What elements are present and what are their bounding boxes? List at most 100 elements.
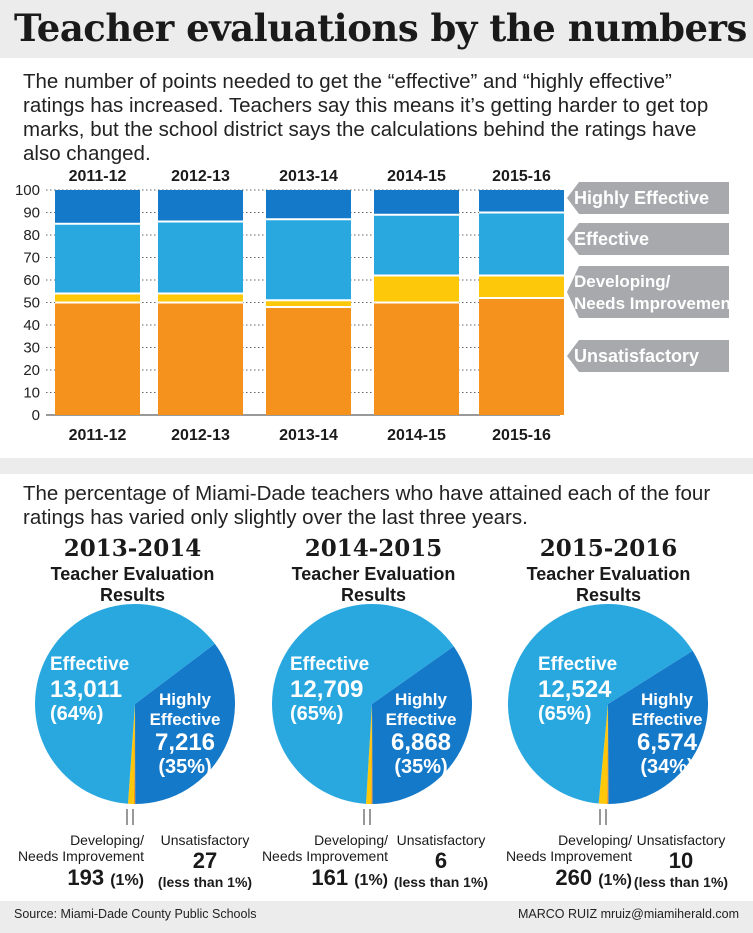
slice-effective bbox=[35, 604, 215, 804]
slice-percent: (65%) bbox=[538, 703, 592, 725]
pie-year: 2015-2016 bbox=[539, 535, 678, 562]
legend-tag bbox=[567, 266, 729, 318]
highly-effective-label: Highly Effective 6,574 (34%) bbox=[622, 690, 712, 780]
bar-segment-developing bbox=[158, 293, 243, 303]
developing-value: 260 bbox=[555, 865, 593, 890]
pie-subtitle: Teacher Evaluation bbox=[291, 564, 456, 584]
pie-year: 2014-2015 bbox=[304, 535, 443, 562]
bar-segment-unsatisfactory bbox=[266, 307, 351, 415]
pie-subtitle: Teacher Evaluation bbox=[50, 564, 215, 584]
pie-title: 2015-2016 Teacher Evaluation Results bbox=[511, 534, 706, 606]
slice-developing bbox=[366, 704, 372, 804]
bar-segment-developing bbox=[374, 275, 459, 303]
unsatisfactory-percent: (less than 1%) bbox=[393, 874, 489, 890]
pie-year: 2013-2014 bbox=[63, 535, 202, 562]
bar-segment-effective bbox=[55, 223, 140, 294]
developing-value: 193 bbox=[67, 865, 105, 890]
credit-note: MARCO RUIZ mruiz@miamiherald.com bbox=[517, 907, 739, 921]
developing-label: Developing/ Needs Improvement 161 (1%) bbox=[250, 832, 388, 895]
slice-unsatisfactory bbox=[371, 704, 373, 804]
unsatisfactory-name: Unsatisfactory bbox=[160, 832, 250, 848]
bar-segment-unsatisfactory bbox=[479, 298, 564, 415]
legend-label: Highly Effective bbox=[574, 188, 709, 208]
bar-segment-unsatisfactory bbox=[158, 302, 243, 415]
pie-chart bbox=[272, 604, 472, 825]
bar-segment-developing bbox=[266, 300, 351, 307]
slice-highly-effective bbox=[372, 646, 472, 804]
developing-name: Developing/ bbox=[558, 832, 632, 848]
developing-name: Needs Improvement bbox=[505, 848, 632, 864]
x-tick-label-top: 2013-14 bbox=[279, 168, 338, 185]
developing-percent: (1%) bbox=[354, 872, 388, 889]
slice-percent: (35%) bbox=[394, 756, 448, 778]
slice-name: Effective bbox=[149, 710, 221, 729]
slice-developing bbox=[598, 704, 608, 804]
bar-segment-highly-effective bbox=[374, 190, 459, 215]
bar-segment-highly-effective bbox=[479, 190, 564, 213]
pie-chart bbox=[508, 604, 708, 825]
y-tick-label: 20 bbox=[23, 362, 40, 379]
y-tick-label: 30 bbox=[23, 340, 40, 357]
x-tick-label-bottom: 2013-14 bbox=[279, 427, 338, 444]
intro-text: The number of points needed to get the “… bbox=[23, 70, 709, 165]
slice-name: Highly bbox=[159, 690, 211, 709]
bar-segment-unsatisfactory bbox=[374, 302, 459, 415]
unsatisfactory-value: 6 bbox=[434, 848, 448, 873]
unsatisfactory-value: 10 bbox=[668, 848, 694, 873]
pie-subtitle: Results bbox=[575, 585, 642, 605]
slice-percent: (65%) bbox=[290, 703, 344, 725]
highly-effective-label: Highly Effective 7,216 (35%) bbox=[140, 690, 230, 780]
slice-value: 12,524 bbox=[538, 676, 612, 703]
slice-highly-effective bbox=[135, 643, 235, 804]
developing-name: Needs Improvement bbox=[261, 848, 388, 864]
slice-effective bbox=[272, 604, 454, 804]
slice-value: 6,574 bbox=[636, 729, 698, 756]
pie-title: 2014-2015 Teacher Evaluation Results bbox=[276, 534, 471, 606]
unsatisfactory-label: Unsatisfactory 10 (less than 1%) bbox=[616, 832, 746, 890]
unsatisfactory-label: Unsatisfactory 27 (less than 1%) bbox=[140, 832, 270, 890]
y-tick-label: 10 bbox=[23, 385, 40, 402]
x-tick-label-top: 2015-16 bbox=[492, 168, 551, 185]
slice-value: 13,011 bbox=[50, 676, 123, 703]
x-tick-label-top: 2011-12 bbox=[69, 168, 127, 185]
legend-tag bbox=[567, 340, 729, 372]
page-title: Teacher evaluations by the numbers bbox=[14, 6, 747, 50]
unsatisfactory-value: 27 bbox=[192, 848, 218, 873]
slice-developing bbox=[127, 704, 135, 804]
developing-percent: (1%) bbox=[598, 872, 632, 889]
slice-value: 12,709 bbox=[290, 676, 364, 703]
slice-name: Effective bbox=[50, 654, 130, 675]
x-tick-label-top: 2012-13 bbox=[171, 168, 230, 185]
slice-name: Effective bbox=[385, 710, 457, 729]
y-tick-label: 100 bbox=[15, 182, 40, 199]
bar-segment-effective bbox=[374, 214, 459, 276]
slice-value: 7,216 bbox=[154, 729, 216, 756]
unsatisfactory-percent: (less than 1%) bbox=[157, 874, 253, 890]
bar-segment-effective bbox=[158, 221, 243, 294]
x-tick-label-top: 2014-15 bbox=[387, 168, 446, 185]
bar-segment-highly-effective bbox=[55, 190, 140, 224]
y-tick-label: 70 bbox=[23, 250, 40, 267]
slice-unsatisfactory bbox=[607, 704, 609, 804]
stacked-bar-chart: 0 10 20 30 40 50 60 70 80 90 100 2011-12 2011-12 2012… bbox=[15, 168, 737, 444]
slice-name: Effective bbox=[290, 654, 370, 675]
y-tick-label: 50 bbox=[23, 295, 40, 312]
slice-name: Highly bbox=[641, 690, 693, 709]
x-tick-label-bottom: 2014-15 bbox=[387, 427, 446, 444]
legend-label: Needs Improvement bbox=[574, 294, 737, 313]
x-tick-label-bottom: 2012-13 bbox=[171, 427, 230, 444]
pie-title: 2013-2014 Teacher Evaluation Results bbox=[35, 534, 230, 606]
slice-percent: (35%) bbox=[158, 756, 212, 778]
slice-name: Effective bbox=[538, 654, 618, 675]
y-tick-label: 60 bbox=[23, 272, 40, 289]
slice-percent: (64%) bbox=[50, 703, 104, 725]
y-tick-label: 40 bbox=[23, 317, 40, 334]
unsatisfactory-label: Unsatisfactory 6 (less than 1%) bbox=[376, 832, 506, 890]
legend-label: Effective bbox=[574, 229, 649, 249]
source-note: Source: Miami-Dade County Public Schools bbox=[14, 907, 257, 921]
effective-label: Effective 12,709 (65%) bbox=[290, 652, 369, 727]
slice-name: Highly bbox=[395, 690, 447, 709]
pie-subtitle: Teacher Evaluation bbox=[526, 564, 691, 584]
bar-segment-highly-effective bbox=[158, 190, 243, 222]
bar-segment-developing bbox=[55, 293, 140, 303]
